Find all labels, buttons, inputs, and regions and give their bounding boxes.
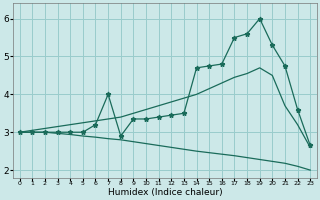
X-axis label: Humidex (Indice chaleur): Humidex (Indice chaleur) [108, 188, 222, 197]
